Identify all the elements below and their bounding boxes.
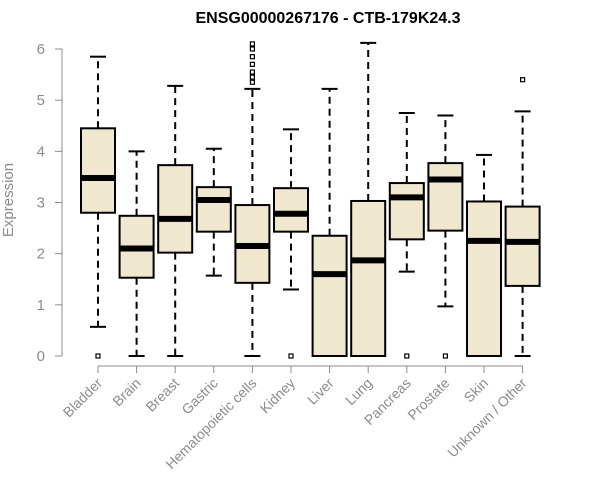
box-brain xyxy=(118,150,155,357)
box-body xyxy=(273,187,309,233)
y-tick-label: 4 xyxy=(37,143,45,160)
box-body xyxy=(195,186,232,233)
y-tick-label: 0 xyxy=(37,348,45,365)
x-tick-label: Lung xyxy=(342,375,375,408)
outlier-point xyxy=(519,77,526,83)
outlier-point xyxy=(249,74,255,80)
box-unknown-other xyxy=(504,77,541,357)
box-group xyxy=(80,41,541,359)
y-tick-label: 1 xyxy=(37,297,45,314)
y-tick-label: 3 xyxy=(37,195,45,212)
box-lung xyxy=(350,41,387,357)
outlier-point xyxy=(95,353,101,359)
outlier-point xyxy=(249,46,255,52)
y-axis-label: Expression xyxy=(0,163,17,237)
box-prostate xyxy=(427,114,464,359)
y-axis: 0 1 2 3 4 5 6 xyxy=(37,41,63,365)
outlier-point xyxy=(249,41,255,47)
box-gastric xyxy=(195,147,232,277)
y-tick-label: 5 xyxy=(37,92,45,109)
y-tick-label: 6 xyxy=(37,41,45,58)
x-tick-label: Liver xyxy=(304,375,337,408)
box-body xyxy=(350,199,387,357)
box-pancreas xyxy=(388,111,425,359)
x-tick-label: Bladder xyxy=(60,375,106,421)
x-tick-label: Brain xyxy=(109,375,143,409)
outlier-point xyxy=(249,79,255,85)
box-kidney xyxy=(273,128,309,359)
chart-title: ENSG00000267176 - CTB-179K24.3 xyxy=(195,10,460,27)
box-body xyxy=(388,182,425,241)
box-body xyxy=(504,205,541,287)
x-tick-label: Skin xyxy=(461,375,492,406)
outlier-point xyxy=(404,353,410,359)
box-breast xyxy=(157,84,194,357)
box-body xyxy=(427,162,464,232)
outlier-point xyxy=(249,69,255,75)
box-skin xyxy=(466,153,502,357)
outlier-point xyxy=(249,61,255,67)
outlier-point xyxy=(288,353,294,359)
x-tick-label: Kidney xyxy=(257,375,299,417)
y-tick-label: 2 xyxy=(37,246,45,263)
box-body xyxy=(157,164,194,254)
outlier-point xyxy=(442,353,448,359)
box-liver xyxy=(311,87,348,357)
outlier-point xyxy=(249,54,255,60)
x-tick-label: Prostate xyxy=(404,375,452,423)
box-bladder xyxy=(80,55,116,359)
box-body xyxy=(311,234,348,357)
box-body xyxy=(80,127,116,214)
box-hematopoietic-cells xyxy=(234,41,271,357)
box-body xyxy=(466,200,502,357)
x-tick-label: Breast xyxy=(142,375,182,415)
